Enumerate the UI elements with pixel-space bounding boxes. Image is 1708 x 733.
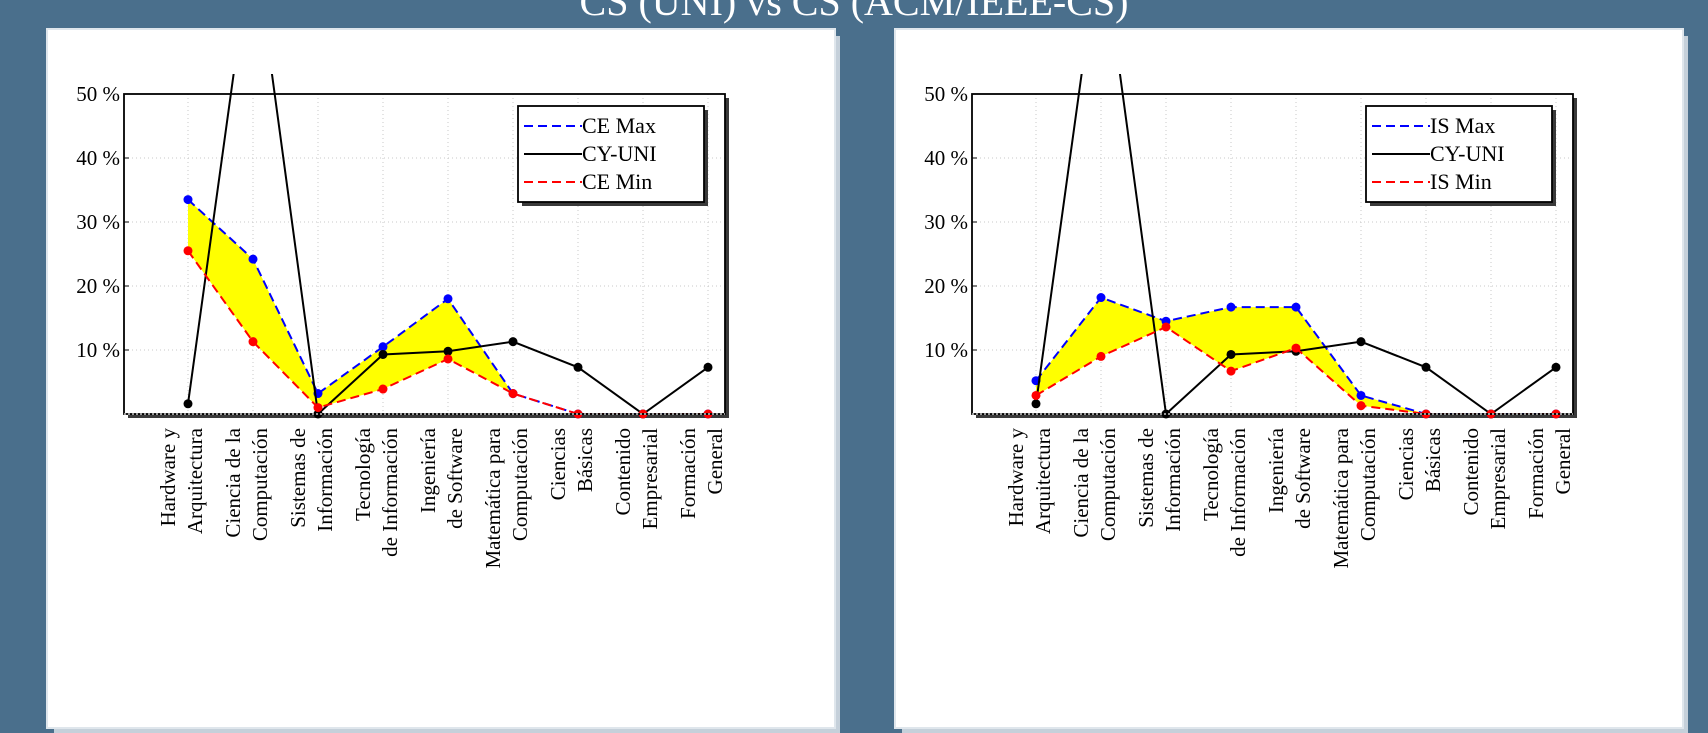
point-cy-uni [183,399,193,409]
x-tick-label: de Información [1226,428,1250,557]
x-tick-label: Sistemas de [1134,428,1158,528]
y-tick-label: 20 % [924,274,968,298]
legend-label-cy-uni: CY-UNI [1430,141,1505,166]
point-ce-min [183,246,193,256]
point-is-min [1356,401,1366,411]
x-tick-label: Básicas [1421,428,1445,492]
x-tick-label: Información [313,428,337,532]
slide-title: CS (UNI) vs CS (ACM/IEEE-CS) [579,0,1129,24]
y-tick-label: 30 % [924,210,968,234]
point-ce-max [378,342,388,352]
point-is-max [1096,293,1106,303]
x-tick-label: Computación [248,428,272,542]
x-tick-label: Matemática para [1329,427,1353,568]
point-is-max [1356,390,1366,400]
point-ce-max [443,294,453,304]
x-tick-label: Básicas [573,428,597,492]
series-line-is-max [1035,296,1556,414]
point-is-min [1096,351,1106,361]
x-tick-label: Arquitectura [183,427,207,534]
chart-panel-ce: 10 % 20 % 30 % 40 % 50 % Hardware y Arquitectu… [48,30,834,727]
x-tick-label: Ciencia de la [221,427,245,537]
x-tick-label: Formación [676,428,700,519]
x-tick-label: Matemática para [481,427,505,568]
x-tick-label: Ciencia de la [1069,427,1093,537]
x-tick-label: Ingeniería [416,427,440,513]
x-tick-label: Contenido [611,428,635,516]
point-cy-uni [1356,337,1366,347]
point-cy-uni [1551,362,1561,372]
x-tick-label: Contenido [1459,428,1483,516]
x-tick-label: Hardware y [1004,428,1028,527]
point-cy-uni [703,362,713,372]
y-tick-label: 10 % [76,338,120,362]
point-is-min [1031,390,1041,400]
x-tick-label: de Software [1291,428,1315,529]
x-tick-label: General [1551,428,1575,495]
point-cy-uni [1421,362,1431,372]
y-tick-label: 40 % [76,146,120,170]
x-tick-label: Formación [1524,428,1548,519]
x-tick-label: Sistemas de [286,428,310,528]
chart-is: 10 % 20 % 30 % 40 % 50 % Hardware y Arquitectu… [924,74,1577,569]
point-ce-max [248,254,258,264]
point-is-min [1291,343,1301,353]
point-ce-min [443,354,453,364]
point-cy-uni [508,337,518,347]
y-tick-label: 30 % [76,210,120,234]
y-tick-label: 40 % [924,146,968,170]
point-is-max [1291,302,1301,312]
y-tick-label: 50 % [76,82,120,106]
point-ce-min [378,384,388,394]
legend-label-cy-uni: CY-UNI [582,141,657,166]
point-ce-min [508,389,518,399]
x-tick-label: Ingeniería [1264,427,1288,513]
x-tick-label: Empresarial [1486,428,1510,530]
point-cy-uni [573,362,583,372]
x-tick-label: Información [1161,428,1185,532]
x-tick-label: de Software [443,428,467,529]
x-tick-label: Computación [1356,428,1380,542]
x-tick-label: Tecnología [351,427,375,521]
legend-label-ce-max: CE Max [582,113,656,138]
x-tick-label: Ciencias [546,428,570,500]
chart-ce: 10 % 20 % 30 % 40 % 50 % Hardware y Arquitectu… [76,74,729,569]
legend-label-ce-min: CE Min [582,169,652,194]
range-band [188,199,708,414]
point-cy-uni [1031,399,1041,409]
x-tick-label: Empresarial [638,428,662,530]
point-ce-min [313,403,323,413]
chart-panel-is: 10 % 20 % 30 % 40 % 50 % Hardware y Arquitectu… [896,30,1682,727]
y-tick-label: 50 % [924,82,968,106]
x-tick-label: Hardware y [156,428,180,527]
point-is-min [1161,322,1171,332]
point-ce-max [183,195,193,205]
point-is-min [1226,366,1236,376]
x-tick-label: Ciencias [1394,428,1418,500]
y-tick-label: 20 % [76,274,120,298]
point-cy-uni [1226,349,1236,359]
x-tick-label: Computación [508,428,532,542]
x-tick-label: General [703,428,727,495]
x-tick-label: Tecnología [1199,427,1223,521]
legend-label-is-min: IS Min [1430,169,1492,194]
x-tick-label: Computación [1096,428,1120,542]
legend-label-is-max: IS Max [1430,113,1495,138]
point-cy-uni [443,346,453,356]
y-tick-label: 10 % [924,338,968,362]
point-cy-uni [378,349,388,359]
x-tick-label: Arquitectura [1031,427,1055,534]
point-is-max [1226,302,1236,312]
x-tick-label: de Información [378,428,402,557]
point-ce-min [248,337,258,347]
